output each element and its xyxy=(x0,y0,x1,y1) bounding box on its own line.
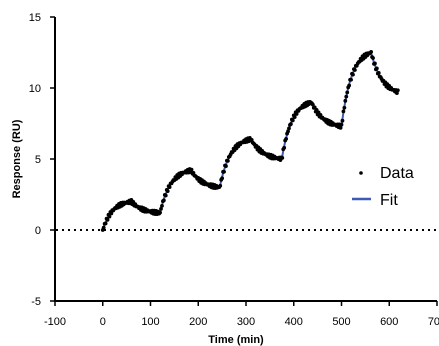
data-point xyxy=(189,167,194,172)
data-point xyxy=(374,66,379,71)
data-point xyxy=(224,164,228,168)
x-tick-label: 600 xyxy=(380,316,398,328)
data-point xyxy=(105,217,110,222)
legend-fit-label: Fit xyxy=(380,192,398,209)
data-point xyxy=(220,176,225,181)
y-tick-label: 0 xyxy=(35,225,41,237)
data-point xyxy=(341,109,346,114)
data-point xyxy=(163,193,168,198)
data-point xyxy=(395,88,400,93)
legend-data-label: Data xyxy=(380,165,414,182)
x-tick-label: 700 xyxy=(428,316,439,328)
x-tick-label: 300 xyxy=(237,316,255,328)
data-point xyxy=(165,189,170,194)
data-point xyxy=(338,125,343,130)
data-point xyxy=(371,56,375,60)
data-point xyxy=(369,50,374,54)
y-axis-ticks: -5 0 5 10 15 xyxy=(29,12,55,308)
y-axis-label: Response (RU) xyxy=(11,119,23,198)
data-point xyxy=(159,207,163,211)
data-point xyxy=(225,158,230,163)
data-point xyxy=(310,102,315,107)
data-point xyxy=(340,118,345,123)
x-tick-label: -100 xyxy=(44,316,66,328)
data-point xyxy=(167,185,172,190)
x-tick-label: 200 xyxy=(189,316,207,328)
data-point xyxy=(222,169,226,174)
data-point xyxy=(109,211,114,216)
data-point xyxy=(351,72,355,77)
data-point xyxy=(373,61,377,66)
data-point xyxy=(376,71,381,75)
data-point xyxy=(287,126,291,131)
legend-data-marker xyxy=(359,171,363,175)
data-point xyxy=(107,214,112,219)
data-point xyxy=(343,98,348,103)
data-point xyxy=(290,118,295,123)
data-point xyxy=(161,198,166,203)
data-point xyxy=(342,105,347,110)
y-tick-label: 10 xyxy=(29,83,41,95)
data-point xyxy=(101,225,106,230)
data-point xyxy=(294,112,299,116)
x-tick-label: 500 xyxy=(332,316,350,328)
x-tick-label: 100 xyxy=(141,316,159,328)
x-axis-ticks: -100 0 100 200 300 400 500 600 700 xyxy=(44,301,439,328)
data-point xyxy=(160,204,164,208)
data-point xyxy=(292,115,297,119)
y-tick-label: 5 xyxy=(35,154,41,166)
legend: Data Fit xyxy=(352,165,414,209)
x-axis-label: Time (min) xyxy=(208,334,264,346)
data-point xyxy=(280,155,285,160)
data-point xyxy=(286,129,290,134)
data-point xyxy=(344,94,349,99)
data-point xyxy=(284,137,289,141)
data-point xyxy=(352,68,357,72)
data-point xyxy=(158,210,162,215)
data-point xyxy=(282,145,287,150)
y-tick-label: -5 xyxy=(31,296,41,308)
x-tick-label: 400 xyxy=(285,316,303,328)
data-point xyxy=(347,83,352,88)
data-point xyxy=(218,183,223,188)
data-point xyxy=(345,90,350,95)
data-point xyxy=(288,122,293,126)
data-point xyxy=(103,221,108,226)
data-point xyxy=(349,77,353,82)
x-tick-label: 0 xyxy=(100,316,106,328)
plot-area xyxy=(100,50,400,232)
y-tick-label: 15 xyxy=(29,12,41,24)
data-point xyxy=(339,122,344,127)
